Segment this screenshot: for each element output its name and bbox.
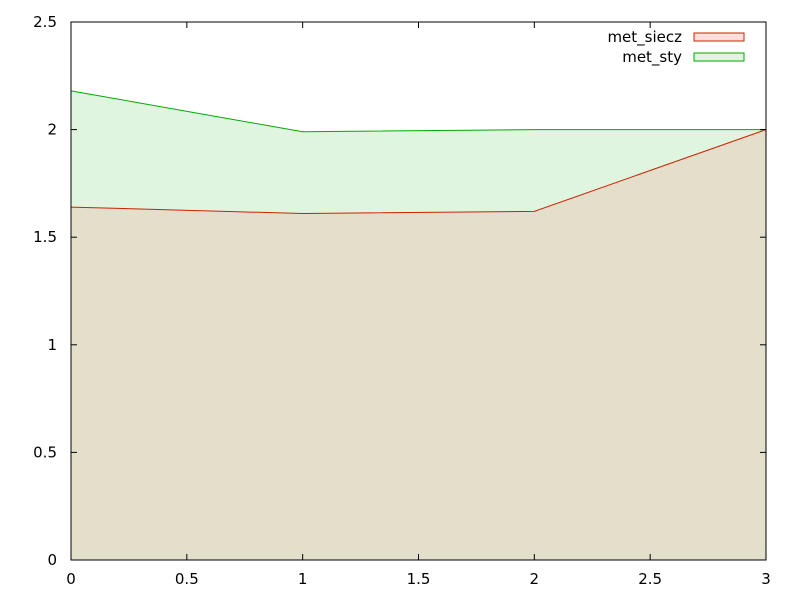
y-tick-label: 1 [47, 336, 57, 354]
tick-layer: 0 0.5 1 1.5 2 2.5 3 0 0.5 1 1.5 2 2.5 [33, 13, 771, 588]
area-fill-met-siecz [71, 129, 766, 560]
x-tick-label: 2 [530, 570, 540, 588]
x-tick-label: 3 [761, 570, 771, 588]
series-line-met-siecz [70, 129, 767, 215]
x-tick-label: 1.5 [407, 570, 431, 588]
legend-swatch-met-siecz [693, 32, 745, 42]
y-tick-label: 1.5 [33, 228, 57, 246]
legend-label-met-siecz: met_siecz [607, 28, 682, 47]
x-tick-label: 2.5 [638, 570, 662, 588]
y-tick-label: 2.5 [33, 13, 57, 31]
x-tick-label: 0.5 [175, 570, 199, 588]
x-tick-label: 1 [298, 570, 308, 588]
x-tick-label: 0 [66, 570, 76, 588]
legend-label-met-sty: met_sty [622, 48, 682, 67]
y-tick-label: 2 [47, 121, 57, 139]
y-tick-label: 0.5 [33, 443, 57, 461]
y-tick-label: 0 [47, 551, 57, 569]
fill-layer [71, 90, 766, 560]
legend-swatch-met-sty [693, 52, 745, 62]
series-line-met-sty [70, 90, 766, 133]
